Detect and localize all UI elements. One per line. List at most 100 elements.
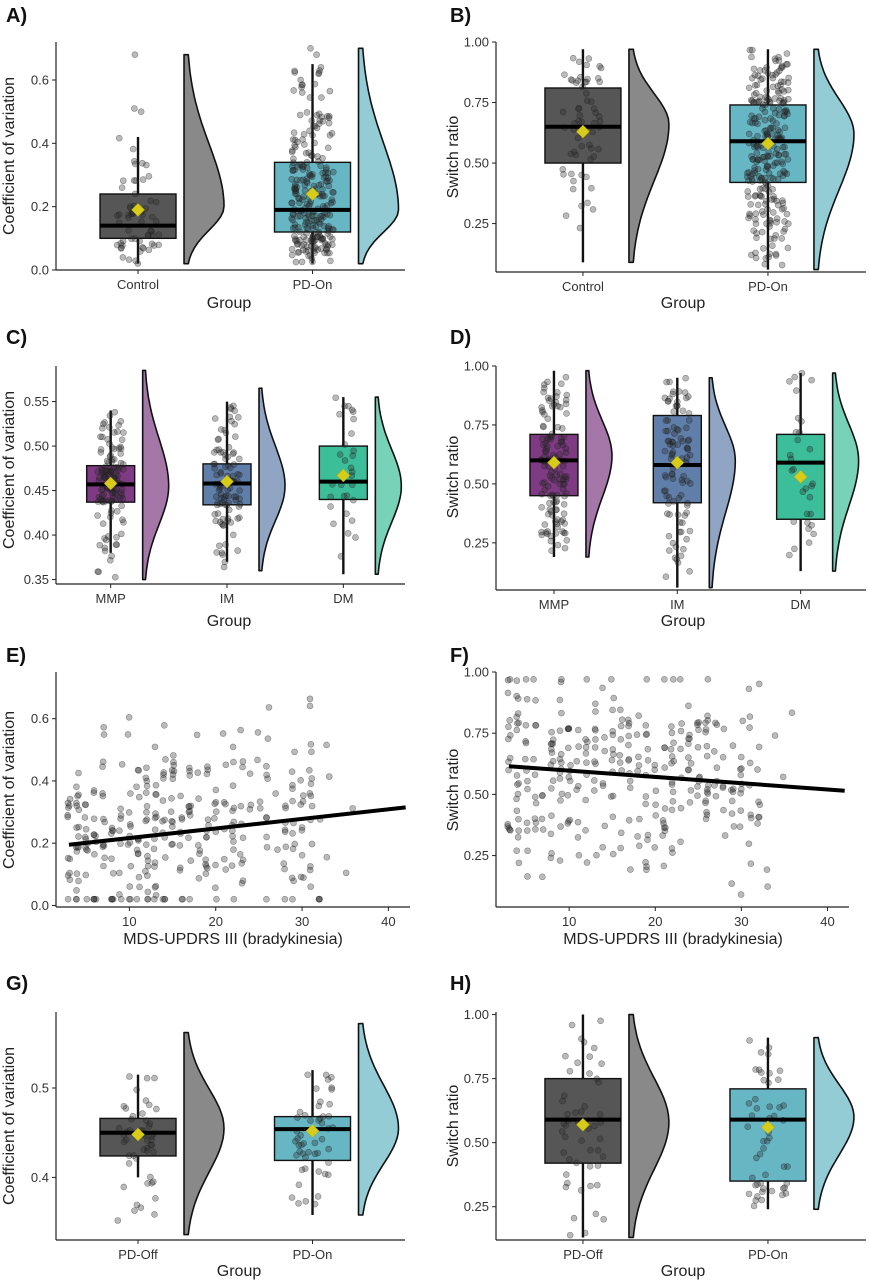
data-point [541,479,548,486]
data-point [774,82,782,90]
data-point [237,802,245,810]
data-point [136,248,144,255]
data-point [539,826,547,833]
data-point [806,493,814,501]
data-point [143,161,150,169]
data-point [216,542,223,550]
data-point [559,166,567,173]
data-point [315,120,323,128]
data-point [230,402,237,410]
data-point [230,846,237,853]
data-point [685,754,692,761]
data-point [644,757,652,764]
data-point [557,823,564,830]
data-point [104,436,111,443]
data-point [109,895,117,903]
data-point [784,86,792,94]
data-point [586,1070,593,1077]
data-point [82,871,90,879]
data-point [307,883,314,890]
data-point [747,860,755,867]
data-point [304,243,311,250]
data-point [341,457,349,464]
data-point [161,895,169,903]
data-point [662,427,669,435]
data-point [686,568,693,575]
data-point [558,709,565,717]
data-point [781,107,788,115]
data-point [325,119,333,127]
data-point [326,226,333,233]
data-point [66,869,73,877]
data-point [542,529,550,536]
data-point [560,501,568,508]
data-point [617,722,625,730]
data-point [110,445,118,453]
data-point [756,93,764,101]
data-point [139,176,147,183]
data-point [152,781,160,789]
data-point [676,676,684,683]
data-point [100,471,108,478]
data-point [756,185,764,193]
data-point [304,1071,311,1079]
data-point [291,67,298,75]
data-point [807,510,814,518]
data-point [299,136,306,143]
data-point [774,201,782,209]
data-point [225,443,233,451]
data-point [721,832,729,839]
data-point [300,792,307,799]
data-point [315,228,323,236]
x-tick-label: 40 [381,914,395,929]
data-point [560,529,568,537]
data-point [662,417,670,424]
y-tick-label: 0.5 [31,1081,49,1096]
data-point [110,429,118,436]
data-point [762,93,769,101]
data-point [710,748,718,755]
data-point [544,528,551,535]
data-point [750,98,757,106]
data-point [568,170,575,178]
data-point [737,807,745,814]
data-point [148,1141,155,1149]
data-point [152,891,160,899]
data-point [232,493,240,500]
data-point [222,761,230,769]
y-tick-label: 0.4 [31,136,49,151]
data-point [550,498,558,506]
data-point [783,108,791,115]
data-point [584,75,591,83]
data-point [312,223,320,231]
data-point [687,480,694,487]
data-point [565,725,573,732]
data-point [751,71,759,79]
data-point [312,212,319,220]
data-point [219,515,227,523]
data-point [104,470,112,478]
data-point [634,767,641,775]
data-point [552,530,560,537]
data-point [101,473,109,481]
data-point [713,764,721,771]
data-point [681,512,689,519]
data-point [524,777,531,785]
data-point [635,762,643,769]
data-point [561,544,569,552]
data-point [100,491,108,499]
data-point [311,122,319,130]
data-point [583,859,591,866]
data-point [203,833,210,841]
data-point [177,792,184,800]
data-point [222,492,230,500]
data-point [768,130,776,138]
data-point [771,95,779,102]
data-point [754,820,761,827]
data-point [294,240,302,248]
data-point [108,489,116,497]
data-point [117,815,124,822]
data-point [107,513,114,521]
data-point [347,464,355,472]
data-point [570,177,577,185]
